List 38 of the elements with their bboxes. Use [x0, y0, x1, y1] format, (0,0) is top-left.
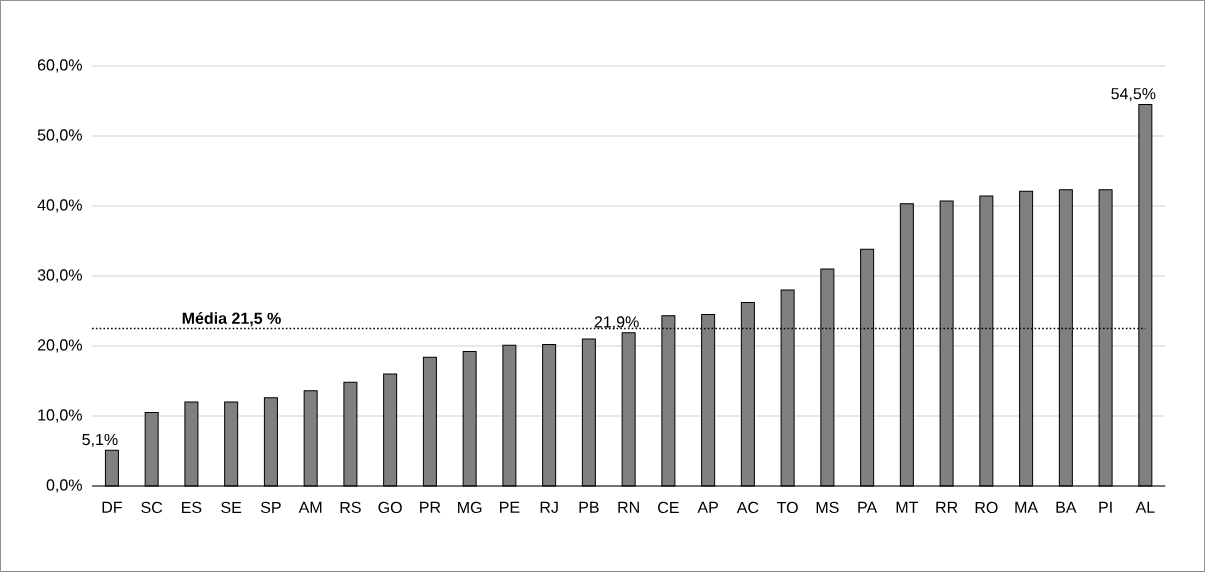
x-tick-label: SC: [141, 501, 163, 514]
y-tick-label: 30,0%: [37, 269, 82, 283]
y-tick-label: 40,0%: [37, 199, 82, 213]
x-tick-label: AL: [1135, 501, 1155, 513]
data-label: 5,1%: [82, 433, 118, 448]
x-tick-label: AC: [736, 501, 759, 514]
x-tick-label: SE: [221, 501, 242, 514]
x-tick-label: MT: [896, 501, 919, 513]
x-tick-label: ES: [182, 501, 202, 514]
y-tick-label: 10,0%: [38, 409, 82, 423]
x-tick-label: MG: [458, 501, 482, 514]
x-tick-label: PR: [420, 501, 441, 513]
data-label: 54,5%: [1111, 88, 1156, 102]
x-tick-label: PA: [858, 501, 878, 513]
x-tick-label: MS: [816, 501, 839, 514]
x-tick-label: PB: [579, 501, 599, 513]
x-tick-label: RO: [975, 501, 998, 514]
y-tick-label: 20,0%: [37, 339, 82, 353]
y-tick-label: 0,0%: [46, 479, 82, 493]
y-tick-label: 60,0%: [37, 59, 82, 73]
x-tick-label: RR: [936, 501, 958, 513]
data-label: 21,9%: [594, 316, 639, 330]
x-tick-label: TO: [777, 501, 798, 514]
x-tick-label: PI: [1099, 501, 1112, 513]
x-tick-label: GO: [378, 501, 402, 514]
x-tick-label: PE: [500, 501, 520, 513]
x-tick-label: AP: [697, 501, 718, 513]
x-tick-label: SP: [260, 501, 281, 514]
x-tick-label: RS: [340, 501, 361, 514]
x-tick-label: RN: [618, 501, 639, 513]
x-tick-label: MA: [1015, 501, 1039, 513]
x-tick-label: BA: [1056, 501, 1077, 513]
x-tick-label: RJ: [540, 501, 558, 513]
x-tick-label: AM: [298, 501, 322, 513]
x-tick-label: DF: [102, 501, 122, 513]
x-tick-label: CE: [658, 501, 679, 514]
y-tick-label: 50,0%: [37, 129, 82, 143]
ref-line-label: Média 21,5 %: [182, 312, 281, 327]
